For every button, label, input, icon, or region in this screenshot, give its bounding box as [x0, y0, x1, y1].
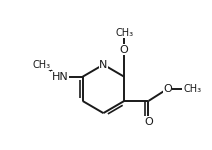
Text: O: O [163, 84, 172, 94]
Text: CH₃: CH₃ [33, 60, 51, 70]
Text: HN: HN [52, 72, 68, 82]
Text: O: O [144, 117, 153, 127]
Text: O: O [120, 45, 128, 55]
Text: N: N [99, 60, 107, 70]
Text: CH₃: CH₃ [183, 84, 201, 94]
Text: CH₃: CH₃ [115, 28, 133, 38]
